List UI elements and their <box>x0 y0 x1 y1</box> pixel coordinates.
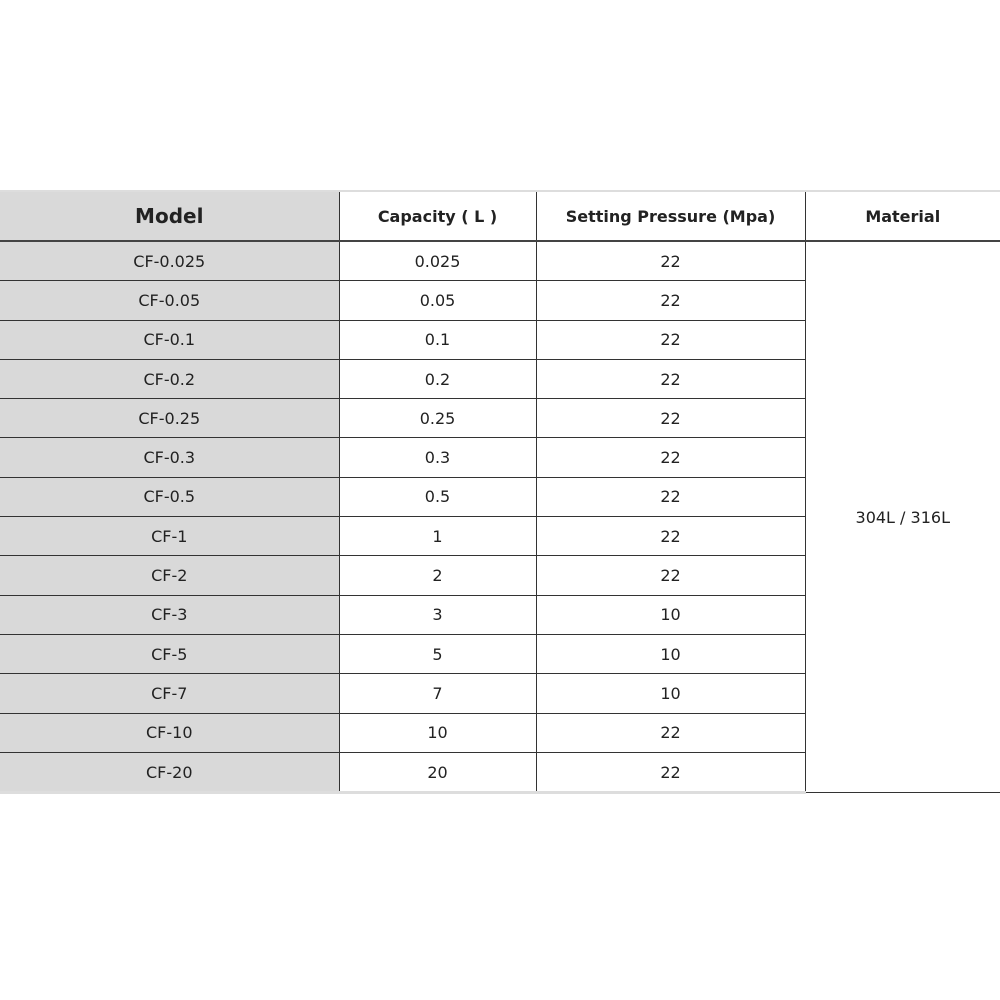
header-row: Model Capacity ( L ) Setting Pressure (M… <box>0 191 1000 242</box>
pressure-cell: 22 <box>535 280 805 321</box>
capacity-cell: 0.5 <box>338 476 536 518</box>
table-row: CF-0.3 0.3 22 <box>0 437 1000 478</box>
table-row: CF-2 2 22 <box>0 555 1000 596</box>
spec-table: Model Capacity ( L ) Setting Pressure (M… <box>0 190 1000 795</box>
table-row: CF-1 1 22 <box>0 516 1000 557</box>
model-cell: CF-0.05 <box>0 280 339 321</box>
table-row: CF-0.05 0.05 22 <box>0 280 1000 321</box>
pressure-cell: 22 <box>535 476 805 518</box>
capacity-cell: 0.025 <box>338 240 536 282</box>
capacity-cell: 0.25 <box>338 398 536 439</box>
pressure-cell: 22 <box>535 516 805 557</box>
table-row: CF-0.1 0.1 22 <box>0 319 1000 360</box>
capacity-cell: 2 <box>338 555 536 596</box>
model-cell: CF-0.5 <box>0 476 339 518</box>
capacity-cell: 0.2 <box>338 358 536 400</box>
table-row: CF-10 10 22 <box>0 712 1000 753</box>
table-row: CF-3 3 10 <box>0 594 1000 635</box>
capacity-cell: 0.05 <box>338 280 536 321</box>
capacity-cell: 0.1 <box>338 319 536 360</box>
model-cell: CF-0.3 <box>0 437 339 478</box>
model-cell: CF-20 <box>0 751 339 795</box>
capacity-cell: 3 <box>338 594 536 635</box>
capacity-cell: 10 <box>338 712 536 753</box>
model-cell: CF-1 <box>0 516 339 557</box>
capacity-cell: 0.3 <box>338 437 536 478</box>
model-cell: CF-0.025 <box>0 240 339 282</box>
model-cell: CF-0.1 <box>0 319 339 360</box>
model-cell: CF-5 <box>0 633 339 675</box>
table-row: CF-7 7 10 <box>0 673 1000 714</box>
model-cell: CF-3 <box>0 594 339 635</box>
material-cell: 304L / 316L <box>804 241 1000 794</box>
header-pressure: Setting Pressure (Mpa) <box>535 191 805 242</box>
model-cell: CF-2 <box>0 555 339 596</box>
table-row: CF-5 5 10 <box>0 633 1000 675</box>
header-capacity: Capacity ( L ) <box>338 191 536 242</box>
model-cell: CF-7 <box>0 673 339 714</box>
table-row: CF-0.2 0.2 22 <box>0 358 1000 400</box>
pressure-cell: 22 <box>535 751 805 795</box>
pressure-cell: 22 <box>535 358 805 400</box>
capacity-cell: 1 <box>338 516 536 557</box>
pressure-cell: 10 <box>535 594 805 635</box>
pressure-cell: 22 <box>535 555 805 596</box>
pressure-cell: 22 <box>535 712 805 753</box>
capacity-cell: 7 <box>338 673 536 714</box>
capacity-cell: 20 <box>338 751 536 795</box>
table-row: CF-0.5 0.5 22 <box>0 476 1000 518</box>
model-cell: CF-0.25 <box>0 398 339 439</box>
table-row: CF-0.025 0.025 22 304L / 316L <box>0 240 1000 794</box>
pressure-cell: 22 <box>535 437 805 478</box>
model-cell: CF-10 <box>0 712 339 753</box>
pressure-cell: 10 <box>535 633 805 675</box>
header-model: Model <box>0 191 339 242</box>
table-row: CF-20 20 22 <box>0 751 1000 795</box>
table-row: CF-0.25 0.25 22 <box>0 398 1000 439</box>
pressure-cell: 10 <box>535 673 805 714</box>
model-cell: CF-0.2 <box>0 358 339 400</box>
header-material: Material <box>804 191 1000 242</box>
capacity-cell: 5 <box>338 633 536 675</box>
pressure-cell: 22 <box>535 319 805 360</box>
pressure-cell: 22 <box>535 398 805 439</box>
pressure-cell: 22 <box>535 240 805 282</box>
